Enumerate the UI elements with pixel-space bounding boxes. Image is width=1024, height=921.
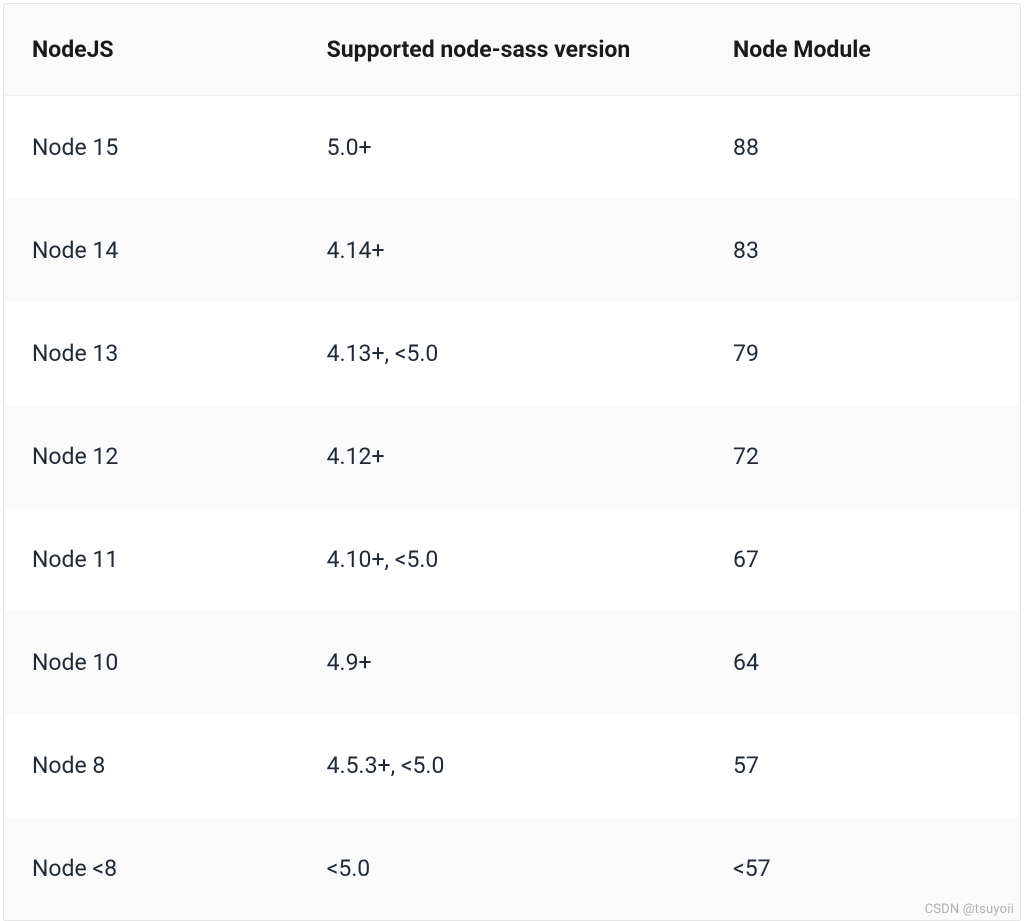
table-row: Node 8 4.5.3+, <5.0 57 <box>4 714 1020 817</box>
cell-nodejs: Node 14 <box>4 199 299 302</box>
cell-sass-version: 4.5.3+, <5.0 <box>299 714 705 817</box>
cell-node-module: 57 <box>705 714 1020 817</box>
cell-node-module: 72 <box>705 405 1020 508</box>
cell-nodejs: Node 10 <box>4 611 299 714</box>
cell-sass-version: 4.12+ <box>299 405 705 508</box>
table-row: Node 13 4.13+, <5.0 79 <box>4 302 1020 405</box>
cell-sass-version: 4.14+ <box>299 199 705 302</box>
cell-nodejs: Node 12 <box>4 405 299 508</box>
cell-sass-version: <5.0 <box>299 817 705 920</box>
table-row: Node 14 4.14+ 83 <box>4 199 1020 302</box>
cell-sass-version: 4.10+, <5.0 <box>299 508 705 611</box>
cell-nodejs: Node 8 <box>4 714 299 817</box>
watermark-text: CSDN @tsuyoii <box>925 902 1014 917</box>
cell-sass-version: 4.13+, <5.0 <box>299 302 705 405</box>
table-row: Node 10 4.9+ 64 <box>4 611 1020 714</box>
column-header-sass-version: Supported node-sass version <box>299 4 705 96</box>
cell-nodejs: Node 11 <box>4 508 299 611</box>
cell-nodejs: Node 13 <box>4 302 299 405</box>
cell-node-module: 88 <box>705 96 1020 200</box>
table-row: Node 12 4.12+ 72 <box>4 405 1020 508</box>
table-body: Node 15 5.0+ 88 Node 14 4.14+ 83 Node 13… <box>4 96 1020 921</box>
table-header: NodeJS Supported node-sass version Node … <box>4 4 1020 96</box>
cell-nodejs: Node <8 <box>4 817 299 920</box>
cell-sass-version: 4.9+ <box>299 611 705 714</box>
cell-sass-version: 5.0+ <box>299 96 705 200</box>
compatibility-table: NodeJS Supported node-sass version Node … <box>4 4 1020 920</box>
table-row: Node <8 <5.0 <57 <box>4 817 1020 920</box>
table-header-row: NodeJS Supported node-sass version Node … <box>4 4 1020 96</box>
table-row: Node 15 5.0+ 88 <box>4 96 1020 200</box>
compatibility-table-container: NodeJS Supported node-sass version Node … <box>3 3 1021 921</box>
cell-node-module: 67 <box>705 508 1020 611</box>
cell-node-module: 64 <box>705 611 1020 714</box>
cell-nodejs: Node 15 <box>4 96 299 200</box>
column-header-node-module: Node Module <box>705 4 1020 96</box>
table-row: Node 11 4.10+, <5.0 67 <box>4 508 1020 611</box>
column-header-nodejs: NodeJS <box>4 4 299 96</box>
cell-node-module: 79 <box>705 302 1020 405</box>
cell-node-module: 83 <box>705 199 1020 302</box>
